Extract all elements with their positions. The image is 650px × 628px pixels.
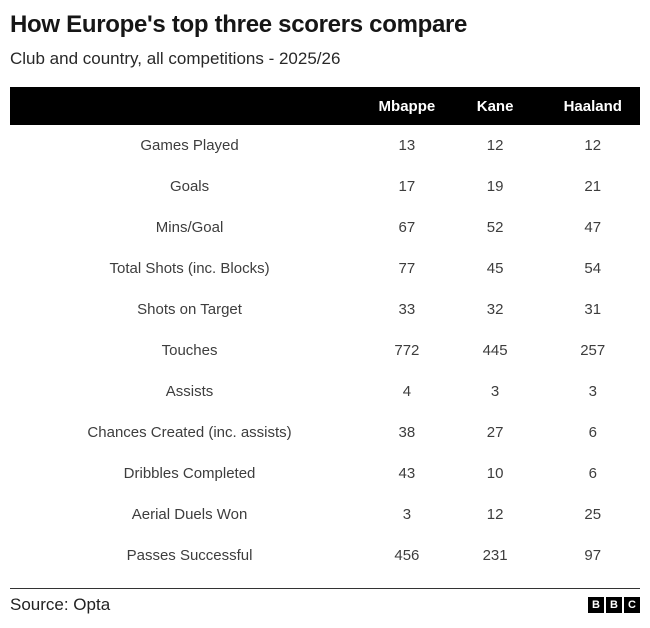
stat-value: 3 bbox=[588, 383, 597, 400]
stat-value: 13 bbox=[398, 137, 416, 154]
stat-value: 231 bbox=[482, 547, 508, 564]
stat-value: 772 bbox=[394, 342, 420, 359]
table-row: Mins/Goal 67 52 47 bbox=[10, 207, 640, 248]
table-row: Passes Successful 456 231 97 bbox=[10, 535, 640, 576]
stat-value: 21 bbox=[584, 178, 602, 195]
table-row: Shots on Target 33 32 31 bbox=[10, 289, 640, 330]
row-label: Dribbles Completed bbox=[123, 465, 256, 482]
table-header: Mbappe Kane Haaland bbox=[10, 87, 640, 125]
stat-value: 45 bbox=[486, 260, 504, 277]
table-row: Touches 772 445 257 bbox=[10, 330, 640, 371]
row-label: Touches bbox=[161, 342, 218, 359]
table-row: Goals 17 19 21 bbox=[10, 166, 640, 207]
column-header-kane: Kane bbox=[444, 87, 546, 125]
footer-divider bbox=[10, 588, 640, 589]
stat-value: 3 bbox=[490, 383, 500, 400]
row-label: Total Shots (inc. Blocks) bbox=[109, 260, 270, 277]
row-label: Shots on Target bbox=[137, 301, 242, 318]
row-label: Mins/Goal bbox=[155, 219, 224, 236]
row-label: Goals bbox=[169, 178, 210, 195]
stat-value: 31 bbox=[584, 301, 602, 318]
stat-value: 77 bbox=[398, 260, 416, 277]
stat-value: 54 bbox=[584, 260, 602, 277]
bbc-logo-letter: B bbox=[606, 597, 622, 613]
stat-value: 6 bbox=[588, 424, 597, 441]
column-header-label bbox=[10, 87, 370, 125]
column-header-haaland: Haaland bbox=[545, 87, 640, 125]
stats-table: Mbappe Kane Haaland Games Played 13 12 12 Go… bbox=[10, 87, 640, 576]
stat-value: 6 bbox=[588, 465, 597, 482]
stat-value: 47 bbox=[584, 219, 602, 236]
stat-value: 32 bbox=[486, 301, 504, 318]
row-label: Games Played bbox=[140, 137, 239, 154]
bbc-logo-letter: C bbox=[624, 597, 640, 613]
table-header-row: Mbappe Kane Haaland bbox=[10, 87, 640, 125]
stat-value: 10 bbox=[486, 465, 504, 482]
row-label: Chances Created (inc. assists) bbox=[87, 424, 292, 441]
stat-value: 4 bbox=[402, 383, 412, 400]
bbc-logo-letter: B bbox=[588, 597, 604, 613]
stat-value: 12 bbox=[486, 137, 504, 154]
stat-value: 12 bbox=[486, 506, 504, 523]
stat-value: 97 bbox=[584, 547, 602, 564]
stat-value: 52 bbox=[486, 219, 504, 236]
table-row: Aerial Duels Won 3 12 25 bbox=[10, 494, 640, 535]
stat-value: 19 bbox=[486, 178, 504, 195]
table-row: Games Played 13 12 12 bbox=[10, 125, 640, 166]
stat-value: 3 bbox=[402, 506, 412, 523]
table-body: Games Played 13 12 12 Goals 17 19 21 Mins/Goal 67… bbox=[10, 125, 640, 576]
stat-value: 67 bbox=[398, 219, 416, 236]
row-label: Assists bbox=[165, 383, 214, 400]
source-attribution: Source: Opta bbox=[10, 595, 111, 614]
stat-value: 257 bbox=[580, 342, 606, 359]
stat-value: 12 bbox=[584, 137, 602, 154]
row-label: Aerial Duels Won bbox=[131, 506, 248, 523]
column-header-mbappe: Mbappe bbox=[369, 87, 445, 125]
stat-value: 38 bbox=[398, 424, 416, 441]
table-row: Dribbles Completed 43 10 6 bbox=[10, 453, 640, 494]
stat-value: 445 bbox=[482, 342, 508, 359]
stat-value: 25 bbox=[584, 506, 602, 523]
page-subtitle: Club and country, all competitions - 202… bbox=[10, 49, 341, 68]
stat-value: 17 bbox=[398, 178, 416, 195]
page-title: How Europe's top three scorers compare bbox=[10, 11, 468, 38]
stat-value: 43 bbox=[398, 465, 416, 482]
table-row: Chances Created (inc. assists) 38 27 6 bbox=[10, 412, 640, 453]
row-label: Passes Successful bbox=[126, 547, 253, 564]
stat-value: 33 bbox=[398, 301, 416, 318]
stat-value: 27 bbox=[486, 424, 504, 441]
table-row: Assists 4 3 3 bbox=[10, 371, 640, 412]
table-row: Total Shots (inc. Blocks) 77 45 54 bbox=[10, 248, 640, 289]
stat-value: 456 bbox=[394, 547, 420, 564]
